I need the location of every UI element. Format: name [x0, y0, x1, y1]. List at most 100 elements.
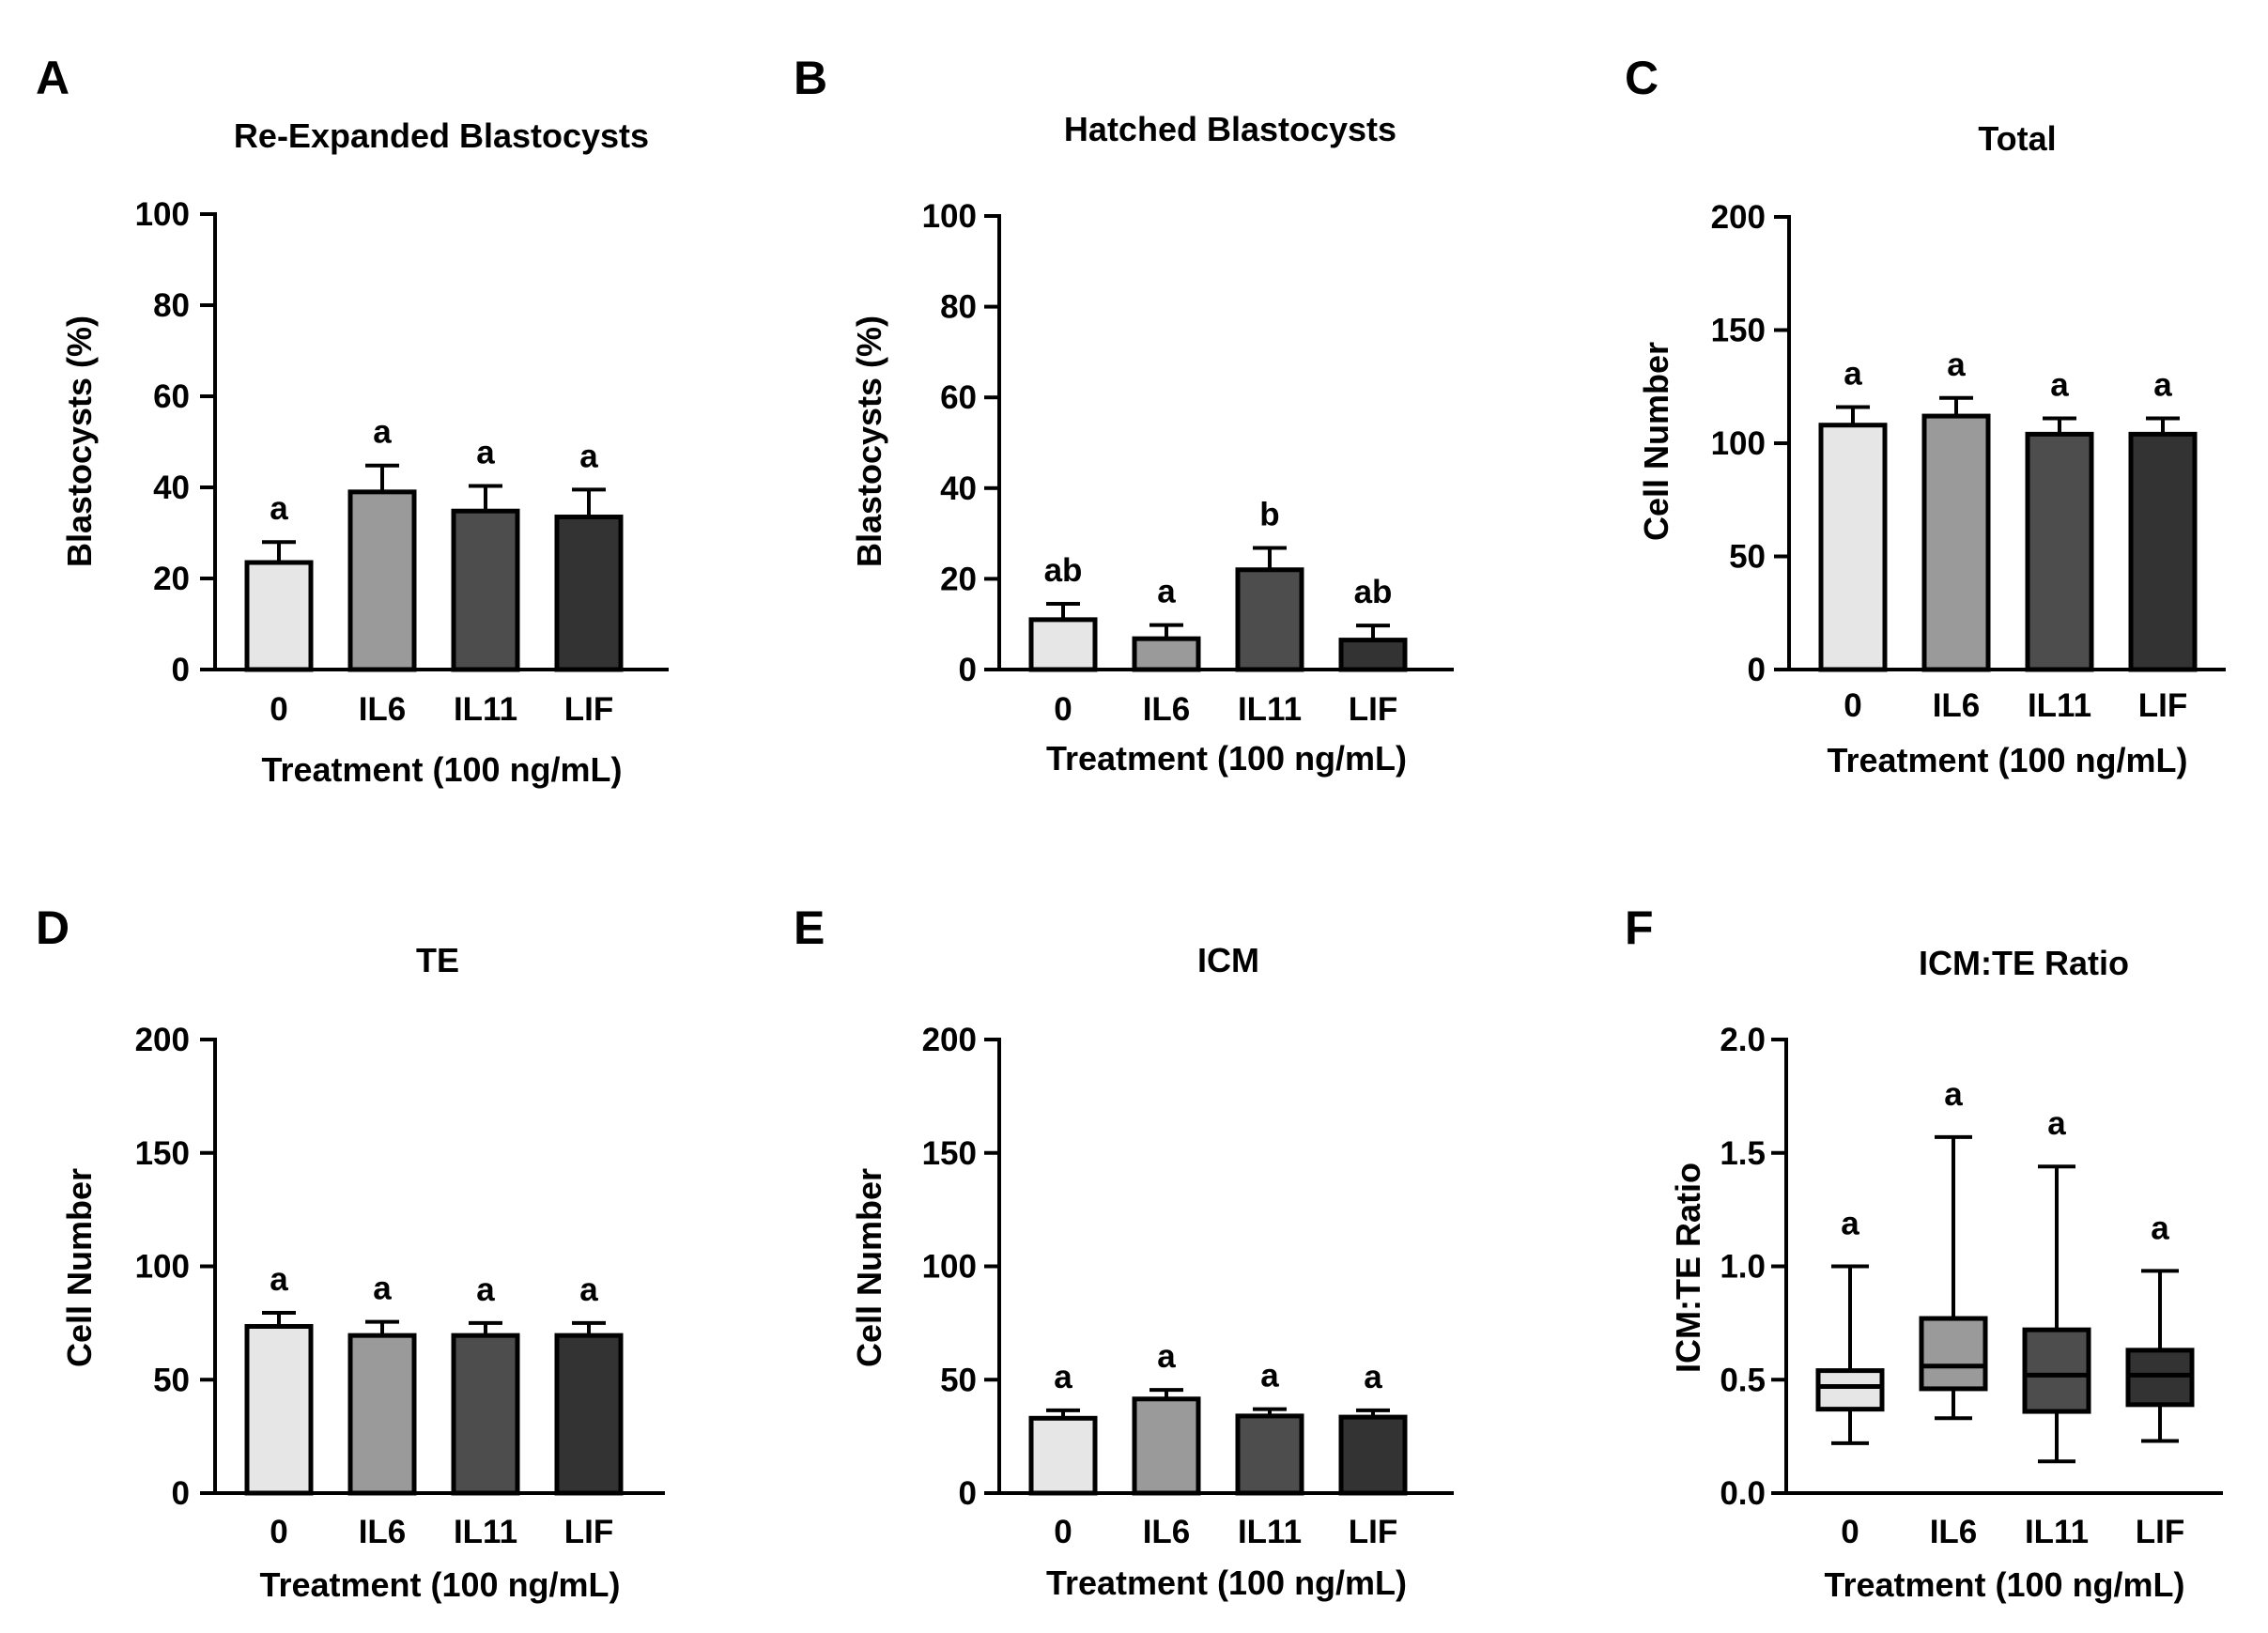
y-tick-label: 0 [172, 652, 190, 688]
y-tick-label: 40 [940, 470, 977, 507]
x-tick-label: IL6 [1930, 1514, 1978, 1550]
panel-title: TE [416, 941, 459, 979]
y-tick-label: 0.0 [1720, 1475, 1766, 1512]
bar [554, 515, 624, 672]
bar [1338, 638, 1408, 672]
x-tick-label: LIF [1349, 691, 1397, 728]
x-tick-label: IL6 [1143, 1514, 1191, 1550]
significance-label: a [1157, 1338, 1176, 1375]
panel-title: Hatched Blastocysts [1064, 110, 1396, 148]
x-tick-label: LIF [2138, 687, 2187, 724]
bar [2128, 431, 2198, 672]
significance-label: a [270, 1261, 288, 1298]
y-tick-label: 1.5 [1720, 1135, 1766, 1172]
bar [347, 489, 417, 672]
bar [347, 1333, 417, 1496]
bar [1132, 1396, 1201, 1496]
significance-label: b [1259, 497, 1279, 533]
significance-label: a [1260, 1358, 1279, 1394]
x-tick-label: IL6 [359, 691, 407, 728]
y-tick-label: 0 [1748, 652, 1766, 688]
y-axis-label: ICM:TE Ratio [1669, 1163, 1707, 1373]
significance-label: a [2047, 1105, 2066, 1142]
bar [1028, 1415, 1098, 1496]
bar [2025, 431, 2094, 672]
significance-label: a [1054, 1359, 1072, 1395]
bar [1338, 1414, 1408, 1496]
significance-label: a [579, 438, 598, 474]
panel-title: Re-Expanded Blastocysts [234, 116, 649, 155]
significance-label: a [1364, 1359, 1382, 1395]
x-tick-label: 0 [270, 1514, 287, 1550]
x-tick-label: LIF [564, 691, 613, 728]
box [1919, 1316, 1988, 1392]
significance-label: a [1841, 1206, 1859, 1242]
y-tick-label: 20 [153, 561, 190, 597]
significance-label: ab [1044, 552, 1083, 589]
significance-label: a [2151, 1209, 2169, 1246]
y-tick-label: 80 [153, 287, 190, 324]
box [2022, 1327, 2091, 1414]
significance-label: a [2050, 366, 2069, 403]
bar [554, 1333, 624, 1496]
panel-letter: B [794, 52, 827, 104]
y-tick-label: 1.0 [1720, 1249, 1766, 1286]
bar [1132, 636, 1201, 672]
y-tick-label: 200 [1711, 199, 1766, 236]
panel-letter: E [794, 901, 825, 954]
x-tick-label: 0 [270, 691, 287, 728]
x-axis-label: Treatment (100 ng/mL) [1824, 1565, 2184, 1604]
x-tick-label: IL11 [2025, 1514, 2089, 1550]
significance-label: a [1947, 347, 1966, 383]
y-axis-label: Cell Number [60, 1168, 99, 1367]
significance-label: a [373, 1271, 392, 1307]
panel-letter: F [1625, 901, 1654, 954]
x-tick-label: LIF [1349, 1514, 1397, 1550]
x-tick-label: 0 [1054, 1514, 1072, 1550]
x-tick-label: 0 [1841, 1514, 1859, 1550]
y-tick-label: 100 [135, 196, 190, 233]
significance-label: a [1157, 574, 1176, 610]
bar [1235, 1413, 1304, 1496]
bar [1028, 617, 1098, 672]
x-axis-label: Treatment (100 ng/mL) [259, 1565, 620, 1604]
y-tick-label: 200 [135, 1022, 190, 1058]
bar [244, 1323, 314, 1496]
y-tick-label: 2.0 [1720, 1022, 1766, 1058]
panel-a: A Re-Expanded Blastocysts 0 20 40 60 80 100 Blas… [36, 52, 669, 789]
y-axis-label: Cell Number [850, 1168, 888, 1367]
x-axis-label: Treatment (100 ng/mL) [261, 750, 622, 789]
bar [244, 560, 314, 672]
significance-label: a [579, 1271, 598, 1308]
y-tick-label: 100 [922, 1249, 977, 1286]
y-tick-label: 20 [940, 561, 977, 597]
x-tick-label: 0 [1844, 687, 1861, 724]
y-tick-label: 150 [922, 1135, 977, 1172]
x-tick-label: 0 [1054, 691, 1072, 728]
panel-letter: A [36, 52, 69, 104]
significance-label: a [270, 490, 288, 527]
panel-e: E ICM 0 50 100 150 200 Cell Number Treatment (10… [794, 901, 1454, 1602]
y-tick-label: 50 [940, 1362, 977, 1398]
x-tick-label: IL11 [454, 691, 517, 728]
y-tick-label: 40 [153, 470, 190, 506]
x-tick-label: IL6 [359, 1514, 407, 1550]
y-tick-label: 100 [1711, 425, 1766, 462]
y-tick-label: 50 [153, 1362, 190, 1398]
y-tick-label: 0 [172, 1475, 190, 1512]
x-axis-label: Treatment (100 ng/mL) [1046, 739, 1407, 778]
bar [1235, 567, 1304, 672]
panel-title: ICM:TE Ratio [1919, 944, 2129, 982]
bar [451, 508, 520, 672]
panel-c: C Total 0 50 100 150 200 Cell Number Treatment (… [1625, 52, 2226, 779]
y-axis-label: Blastocysts (%) [850, 316, 888, 567]
panel-title: Total [1978, 119, 2056, 158]
x-tick-label: IL6 [1933, 687, 1981, 724]
x-axis-label: Treatment (100 ng/mL) [1827, 741, 2187, 779]
x-tick-label: IL11 [1238, 1514, 1302, 1550]
x-tick-label: IL6 [1143, 691, 1191, 728]
y-tick-label: 0.5 [1720, 1362, 1766, 1398]
y-tick-label: 0 [959, 652, 977, 688]
panel-letter: D [36, 901, 69, 954]
